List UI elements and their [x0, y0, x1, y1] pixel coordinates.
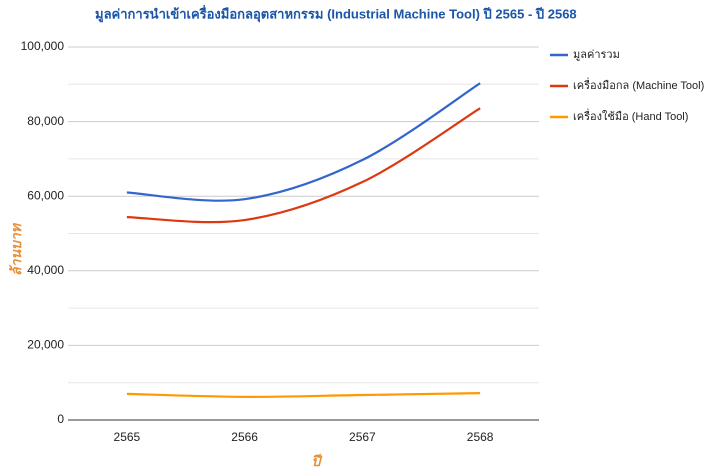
y-axis-label: ล้านบาท	[9, 222, 25, 276]
y-tick-label: 80,000	[27, 114, 64, 128]
x-tick-label: 2567	[349, 430, 376, 444]
y-tick-label: 40,000	[27, 263, 64, 277]
legend-label: มูลค่ารวม	[573, 49, 620, 61]
y-tick-label: 100,000	[21, 39, 65, 53]
y-tick-label: 20,000	[27, 338, 64, 352]
series-line	[126, 107, 481, 224]
x-tick-label: 2566	[231, 430, 258, 444]
series-line	[126, 392, 481, 398]
chart-title: มูลค่าการนำเข้าเครื่องมือกลอุตสาหกรรม (I…	[95, 4, 577, 22]
y-tick-label: 0	[57, 412, 64, 426]
y-tick-label: 60,000	[27, 188, 64, 202]
series-line	[126, 82, 481, 202]
x-tick-label: 2565	[114, 430, 141, 444]
x-tick-label: 2568	[467, 430, 494, 444]
legend-label: เครื่องใช้มือ (Hand Tool)	[573, 108, 688, 123]
x-axis-label: ปี	[312, 453, 323, 470]
legend-label: เครื่องมือกล (Machine Tool)	[573, 77, 704, 92]
